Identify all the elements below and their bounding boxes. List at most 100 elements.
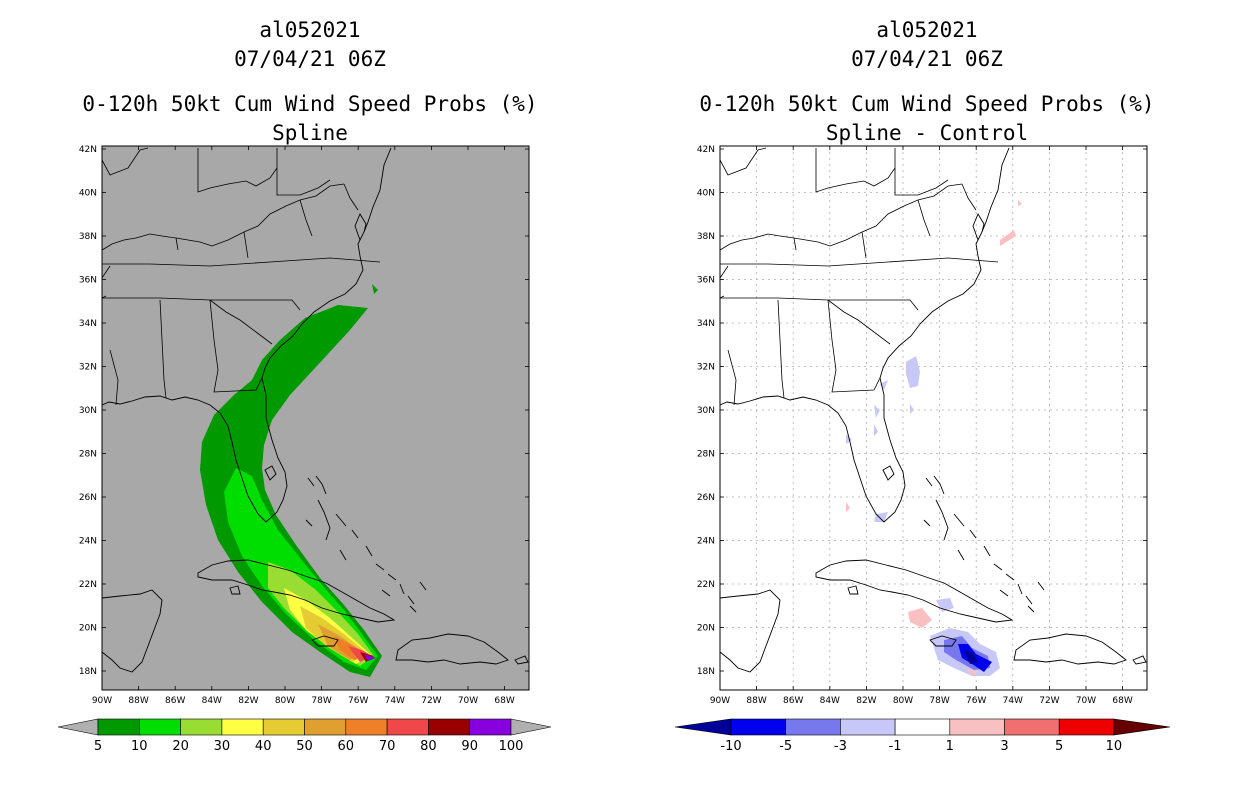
lat-label: 32N (79, 363, 97, 373)
colorbar-label: 10 (1106, 739, 1123, 754)
lat-label: 28N (697, 450, 715, 460)
colorbar-box (180, 718, 223, 736)
colorbar-label: 20 (172, 739, 189, 754)
lat-label: 30N (697, 406, 715, 416)
lon-label: 78W (311, 696, 331, 706)
diff-pos-2 (1018, 200, 1022, 206)
left-map-frame (101, 145, 530, 691)
colorbar-box (785, 718, 841, 736)
lat-label: 30N (79, 406, 97, 416)
contour-5-small (372, 284, 378, 294)
right-colorbar-high-extension (1113, 718, 1171, 736)
lat-label: 42N (697, 145, 715, 155)
lon-label: 88W (128, 696, 148, 706)
right-colorbar-labels: -10 -5 -3 -1 1 3 5 10 (720, 739, 1122, 754)
lat-label: 28N (79, 450, 97, 460)
colorbar-box (428, 718, 470, 736)
lon-label: 82W (856, 696, 876, 706)
colorbar-label: 10 (131, 739, 148, 754)
lon-label: 76W (348, 696, 368, 706)
diff-neg-7 (874, 512, 888, 522)
lat-label: 18N (697, 667, 715, 677)
lon-label: 72W (421, 696, 441, 706)
colorbar-box (949, 718, 1005, 736)
right-map-background (720, 146, 1147, 690)
lat-label: 18N (79, 667, 97, 677)
lat-label: 20N (697, 624, 715, 634)
colorbar-label: 80 (420, 739, 437, 754)
colorbar-box (894, 718, 951, 736)
lat-label: 24N (697, 537, 715, 547)
diff-neg-1 (906, 356, 920, 388)
contour-5 (200, 305, 382, 677)
left-lat-labels: 42N 40N 38N 36N 34N 32N 30N 28N 26N 24N 22N 20N 18N (79, 145, 97, 677)
lat-label: 26N (79, 493, 97, 503)
colorbar-label: 60 (338, 739, 355, 754)
colorbar-box (139, 718, 181, 736)
lon-label: 70W (458, 696, 478, 706)
left-subtitle: Spline (272, 121, 348, 145)
right-colorbar-boxes (730, 718, 1115, 736)
lat-label: 22N (79, 580, 97, 590)
lon-label: 72W (1039, 696, 1059, 706)
diff-neg-2 (880, 380, 888, 390)
diff-pos-4 (908, 608, 932, 628)
right-subtitle: Spline - Control (825, 121, 1029, 145)
colorbar-box (469, 718, 512, 736)
lon-label: 86W (783, 696, 803, 706)
colorbar-label: 5 (1055, 739, 1063, 754)
left-lon-labels: 90W 88W 86W 84W 82W 80W 78W 76W 74W 72W 70W 68W (92, 696, 515, 706)
colorbar-label: 5 (94, 739, 102, 754)
lon-label: 84W (820, 696, 840, 706)
lat-label: 32N (697, 363, 715, 373)
diff-neg-3 (910, 404, 914, 414)
right-storm-id: al052021 (876, 18, 978, 42)
lon-label: 74W (385, 696, 405, 706)
left-datetime: 07/04/21 06Z (234, 47, 386, 71)
colorbar-box (386, 718, 429, 736)
left-title-block: al052021 07/04/21 06Z 0-120h 50kt Cum Wi… (40, 16, 580, 148)
colorbar-box (345, 718, 388, 736)
colorbar-label: 3 (1000, 739, 1008, 754)
right-colorbar-low-extension (674, 718, 732, 736)
colorbar-label: -3 (834, 739, 847, 754)
lon-label: 70W (1076, 696, 1096, 706)
left-product-title: 0-120h 50kt Cum Wind Speed Probs (%) (82, 92, 538, 116)
colorbar-box (97, 718, 140, 736)
colorbar-label: 50 (296, 739, 313, 754)
colorbar-box (304, 718, 347, 736)
lon-label: 80W (893, 696, 913, 706)
lon-label: 90W (92, 696, 112, 706)
diff-pos-1 (1000, 230, 1016, 246)
lat-label: 38N (79, 232, 97, 242)
colorbar-label: 100 (499, 739, 524, 754)
lon-label: 80W (275, 696, 295, 706)
lon-label: 90W (710, 696, 730, 706)
lat-label: 40N (697, 189, 715, 199)
colorbar-label: 90 (461, 739, 478, 754)
contour-90 (364, 654, 376, 661)
colorbar-box (221, 718, 264, 736)
lon-label: 78W (929, 696, 949, 706)
lon-label: 88W (746, 696, 766, 706)
lat-label: 20N (79, 624, 97, 634)
right-title-block: al052021 07/04/21 06Z 0-120h 50kt Cum Wi… (657, 16, 1197, 148)
colorbar-box (262, 718, 305, 736)
left-colorbar: 5 10 20 30 40 50 60 70 80 90 100 (57, 718, 552, 754)
lon-label: 82W (238, 696, 258, 706)
left-storm-id: al052021 (259, 18, 361, 42)
lat-label: 22N (697, 580, 715, 590)
colorbar-box (1004, 718, 1060, 736)
left-colorbar-boxes (97, 718, 512, 736)
lon-label: 68W (1112, 696, 1132, 706)
lon-label: 86W (165, 696, 185, 706)
lon-label: 76W (966, 696, 986, 706)
right-ticks (719, 146, 1147, 690)
diff-pos-5 (966, 668, 978, 676)
left-colorbar-low-extension (57, 718, 99, 736)
diff-neg-12 (964, 650, 978, 664)
lat-label: 34N (79, 319, 97, 329)
lat-label: 40N (79, 189, 97, 199)
colorbar-label: 40 (255, 739, 272, 754)
